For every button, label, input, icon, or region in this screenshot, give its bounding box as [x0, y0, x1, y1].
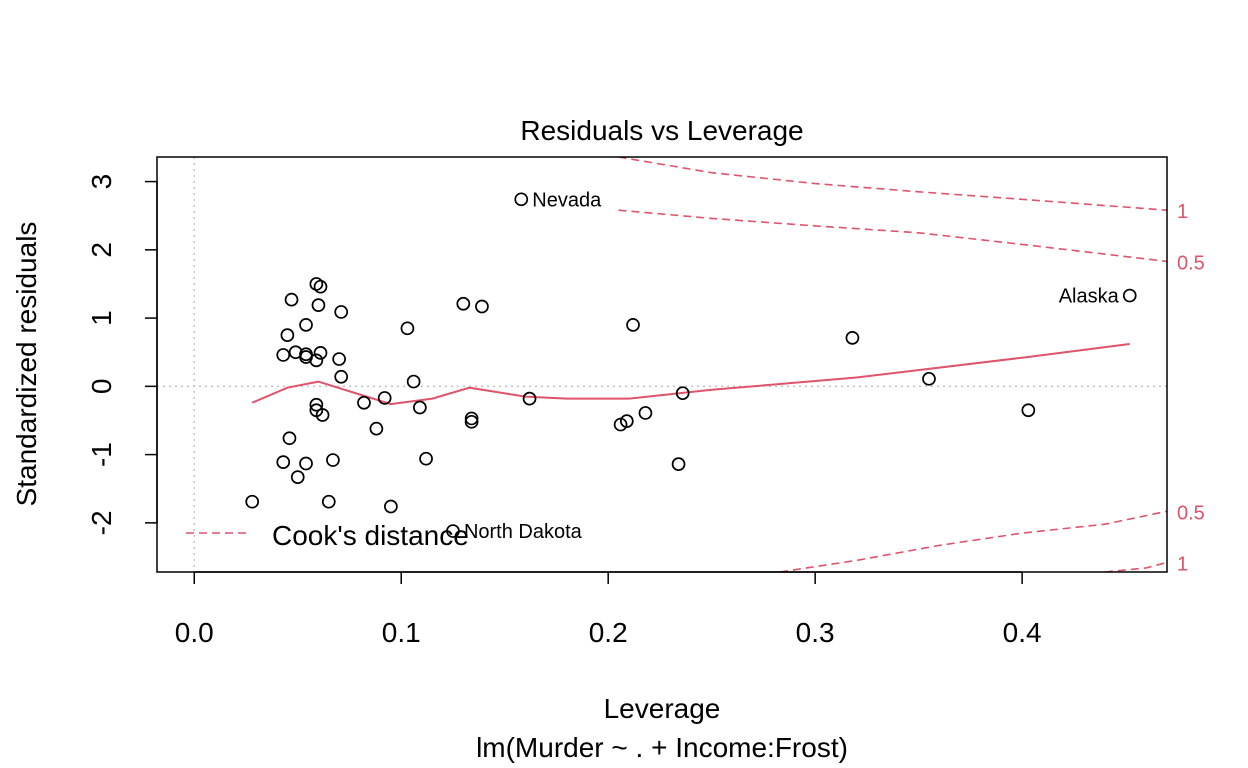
data-point-23: [334, 369, 349, 384]
x-tick-label-3: 0.3: [796, 617, 835, 648]
cook-contour-3: [1104, 561, 1167, 572]
data-point-43: [638, 406, 653, 420]
data-point-11: [299, 456, 313, 471]
data-point-15: [309, 277, 324, 291]
cook-margin-label-2: 0.5: [1177, 502, 1205, 524]
data-point-47: [922, 371, 936, 386]
data-point-32: [419, 451, 433, 466]
cook-margin-labels: 1 0.5 0.5 1: [1177, 201, 1205, 575]
y-tick-label-0: -2: [86, 510, 117, 535]
data-point-25: [357, 395, 371, 410]
legend-label: Cook's distance: [272, 520, 469, 551]
data-point-35: [464, 411, 479, 426]
cook-margin-label-0: 1: [1177, 201, 1188, 223]
data-point-24: [334, 305, 349, 319]
data-point-10: [299, 318, 313, 332]
y-tick-label-5: 3: [86, 174, 117, 190]
data-point-34: [456, 296, 471, 311]
data-point-30: [406, 374, 421, 389]
y-tick-label-3: 1: [86, 310, 117, 326]
x-axis: 0.0 0.1 0.2 0.3 0.4: [175, 571, 1042, 648]
model-formula-subtitle: lm(Murder ~ . + Income:Frost): [476, 732, 848, 763]
cook-contour-0: [618, 157, 1167, 211]
chart-title: Residuals vs Leverage: [520, 115, 803, 146]
data-point-37: [475, 299, 489, 314]
data-point-1: [276, 455, 291, 469]
data-point-28: [384, 499, 398, 514]
data-point-41: [619, 414, 634, 429]
x-axis-label: Leverage: [604, 693, 721, 724]
data-point-39: [522, 391, 537, 406]
cooks-distance-contours: [618, 157, 1167, 572]
data-point-33: [446, 524, 460, 538]
cook-margin-label-1: 0.5: [1177, 252, 1205, 274]
data-point-49: [1122, 288, 1137, 303]
legend: Cook's distance: [186, 520, 469, 551]
data-point-26: [369, 421, 384, 436]
y-axis-label: Standardized residuals: [11, 222, 42, 507]
data-point-45: [675, 386, 690, 401]
data-point-20: [321, 494, 336, 509]
data-point-29: [400, 321, 415, 336]
cook-contour-1: [618, 209, 1167, 263]
cook-margin-label-3: 1: [1177, 553, 1188, 575]
reference-lines: [157, 157, 1167, 572]
point-labels: Nevada Alaska North Dakota: [464, 189, 1120, 543]
x-tick-label-2: 0.2: [589, 617, 628, 648]
data-point-13: [309, 397, 324, 412]
data-point-22: [332, 352, 346, 366]
data-point-31: [412, 400, 427, 415]
x-tick-label-1: 0.1: [382, 617, 421, 648]
data-point-46: [845, 331, 860, 345]
data-point-5: [284, 292, 299, 307]
data-point-7: [290, 470, 305, 484]
data-point-17: [313, 279, 328, 294]
y-tick-label-2: 0: [86, 379, 117, 395]
data-point-19: [315, 408, 330, 422]
data-point-38: [514, 192, 529, 207]
smooth-line-group: [251, 343, 1130, 406]
data-point-48: [1021, 403, 1036, 418]
point-label-2: North Dakota: [464, 521, 583, 543]
smooth-line: [251, 343, 1130, 406]
y-tick-label-1: -1: [86, 442, 117, 467]
data-point-44: [671, 457, 686, 472]
plot-frame: [156, 156, 1168, 573]
data-point-27: [377, 391, 392, 405]
data-point-0: [245, 494, 260, 509]
data-points: [245, 192, 1137, 538]
cook-contour-2: [779, 510, 1167, 572]
y-tick-label-4: 2: [86, 242, 117, 258]
data-point-42: [626, 318, 640, 332]
y-axis: -2 -1 0 1 2 3: [86, 174, 158, 535]
data-point-16: [311, 298, 326, 312]
data-point-3: [280, 328, 295, 342]
x-tick-label-0: 0.0: [175, 617, 214, 648]
data-point-2: [276, 348, 291, 362]
data-point-4: [282, 431, 297, 446]
data-point-36: [464, 414, 479, 429]
point-label-1: Alaska: [1059, 286, 1120, 308]
x-tick-label-4: 0.4: [1003, 617, 1042, 648]
data-point-21: [326, 453, 340, 467]
data-point-12: [309, 353, 324, 368]
point-label-0: Nevada: [532, 189, 602, 211]
data-point-18: [313, 346, 328, 360]
